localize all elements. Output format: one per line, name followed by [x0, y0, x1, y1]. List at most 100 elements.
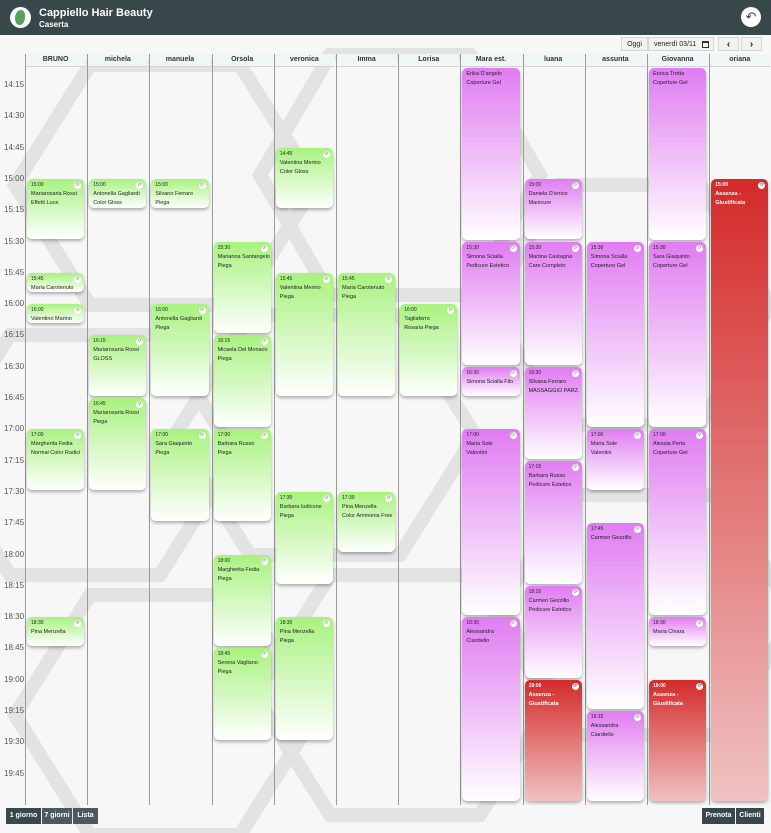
appointment-client: Maria Chiara	[653, 629, 685, 636]
column-header-7: Mara est.	[460, 54, 522, 67]
appointment-card[interactable]: 15:00 ⟳ Silvano Ferraro Piega	[151, 178, 209, 209]
appointment-client: Maria Sole	[590, 441, 618, 448]
appointment-service: Manicure	[528, 199, 552, 206]
column-divider	[336, 54, 337, 805]
status-icon: ⟳	[385, 275, 393, 283]
status-icon: ⟳	[260, 338, 268, 346]
status-icon: ⟳	[633, 432, 641, 440]
column-header-4: veronica	[273, 54, 335, 67]
appointment-time: 18:45	[217, 651, 231, 658]
prev-day-button[interactable]: ‹	[718, 37, 739, 51]
appointment-card[interactable]: 14:45 ⟳ Valentina Merino Color Gloss	[275, 147, 333, 209]
appointment-service: Coperture Gel	[653, 80, 688, 86]
clients-button[interactable]: Clienti	[736, 808, 764, 824]
appointment-card[interactable]: 16:15 ⟳ Mariarosaria Rossi GLOSS	[89, 335, 147, 396]
appointment-card[interactable]: 15:45 ⟳ Maria Carotenuto	[27, 272, 85, 292]
appointment-card[interactable]: 16:30 ⟳ Simona Scialla Filo	[462, 366, 520, 396]
time-label: 19:45	[4, 768, 25, 778]
appointment-card[interactable]: 15:30 ⟳ Marianna Santangelo Piega	[213, 241, 271, 334]
today-button[interactable]: Oggi	[621, 37, 648, 51]
appointment-time: 15:45	[342, 275, 355, 282]
appointment-client: Barbara Russo	[217, 441, 255, 448]
appointment-card[interactable]: 17:00 ⟳ Maria Sole Valentini	[586, 429, 644, 490]
appointment-card[interactable]: 16:45 ⟳ Mariarosaria Rossi Piega	[89, 398, 147, 490]
appointment-time: 18:00	[217, 557, 231, 564]
appointment-card[interactable]: 15:45 ⟳ Valentina Merino Piega	[275, 272, 333, 396]
book-button[interactable]: Prenota	[702, 808, 735, 824]
appointment-service: Piega	[217, 575, 232, 582]
appointment-time: 15:00	[93, 181, 106, 188]
date-picker[interactable]: venerdì 03/11	[648, 37, 714, 51]
column-header-2: manuela	[149, 54, 211, 67]
appointment-card[interactable]: 17:00 ⟳ Sara Giaquinto Piega	[151, 429, 209, 522]
appointment-card[interactable]: 19:15 ⟳ Alessandra Ciardiello	[586, 711, 644, 801]
column-divider	[25, 54, 26, 805]
appointment-card[interactable]: 16:00 ⟳ Antonella Gagliardi Piega	[151, 304, 209, 396]
status-icon: ⟳	[260, 432, 268, 440]
back-button[interactable]: ↶	[741, 7, 761, 27]
column-divider	[584, 54, 586, 805]
appointment-card[interactable]: 18:30 ⟳ Alessandra Ciardiello	[462, 617, 520, 801]
appointment-service: Piega	[217, 356, 232, 363]
appointment-card[interactable]: 19:00 ⟳ Assenza - Giustificata	[649, 679, 707, 801]
status-icon: ⟳	[260, 244, 268, 252]
appointment-card[interactable]: 15:30 ⟳ Sara Giaquinto Coperture Gel	[649, 241, 707, 428]
appointment-card[interactable]: 17:45 ⟳ Carmen Gezzillo	[586, 523, 644, 709]
appointment-card[interactable]: 18:30 ⟳ Pina Menzella	[27, 617, 85, 647]
appointment-card[interactable]: 17:00 ⟳ Margherita Fedia Normal Color Radic…	[27, 429, 85, 490]
view-list-button[interactable]: Lista	[73, 808, 98, 824]
appointment-card[interactable]: Enrica Trotta Coperture Gel	[649, 68, 707, 240]
appointment-card[interactable]: 15:30 ⟳ Simona Scialla Pedicure Estetico	[462, 241, 520, 365]
appointment-card[interactable]: 18:30 ⟳ Maria Chiara	[649, 617, 707, 647]
time-label: 18:45	[4, 643, 25, 653]
appointment-card[interactable]: 15:30 ⟳ Simona Scialla Coperture Gel	[586, 241, 644, 428]
appointment-client: Pina Menzella	[31, 629, 66, 636]
appointment-time: 18:30	[466, 620, 479, 627]
view-1-day-button[interactable]: 1 giorno	[6, 808, 41, 824]
appointment-time: 17:00	[31, 432, 44, 439]
appointment-card[interactable]: 15:00 ⟳ Assenza - Giustificata	[711, 178, 769, 801]
appointment-client: Mariarosaria Rossi	[93, 347, 140, 354]
appointment-card[interactable]: 17:00 ⟳ Maria Sole Valentini	[462, 429, 520, 616]
appointment-card[interactable]: 19:00 ⟳ Assenza - Giustificata	[524, 679, 582, 801]
appointment-card[interactable]: 15:00 ⟳ Daniela D'errico Manicure	[524, 178, 582, 240]
time-label: 18:15	[4, 580, 25, 590]
time-label: 14:15	[4, 80, 25, 89]
appointment-client: Enrica Trotta	[653, 71, 685, 77]
appointment-card[interactable]: 16:00 ⟳ Valentino Marino	[27, 304, 85, 323]
appointment-card[interactable]: 18:00 ⟳ Margherita Fedia Piega	[213, 554, 271, 647]
appointment-card[interactable]: 17:30 ⟳ Barbara Iudicone Piega	[275, 491, 333, 584]
appointment-service: Giustificata	[653, 700, 683, 707]
appointment-time: 15:30	[590, 244, 604, 251]
appointment-time: 17:00	[217, 432, 231, 439]
appointment-service: Piega	[93, 419, 108, 425]
appointment-card[interactable]: 17:15 ⟳ Barbara Russo Pedicure Estetico	[524, 460, 582, 584]
next-day-button[interactable]: ›	[741, 37, 762, 51]
appointment-card[interactable]: Erika D'angelo Coperture Gel	[462, 68, 520, 240]
status-icon: ⟳	[74, 307, 82, 315]
appointment-card[interactable]: 15:45 ⟳ Maria Carotenuto Piega	[338, 272, 396, 396]
appointment-card[interactable]: 18:45 ⟳ Serena Vagliano Piega	[213, 648, 271, 741]
status-icon: ⟳	[136, 338, 144, 346]
appointment-time: 15:00	[31, 181, 44, 188]
appointment-card[interactable]: 17:00 ⟳ Alessia Peria Coperture Gel	[649, 429, 707, 616]
appointment-card[interactable]: 15:30 ⟳ Martina Castagna Care Completo	[524, 241, 582, 365]
time-label: 16:00	[4, 299, 25, 309]
appointment-card[interactable]: 18:30 ⟳ Pina Menzella Piega	[275, 617, 333, 741]
view-7-days-button[interactable]: 7 giorni	[42, 808, 72, 824]
status-icon: ⟳	[696, 620, 704, 628]
appointment-time: 15:00	[715, 181, 728, 188]
appointment-service: Piega	[279, 293, 294, 300]
appointment-card[interactable]: 18:15 ⟳ Carmen Gezzillo Pedicure Estetico	[524, 585, 582, 678]
appointment-card[interactable]: 16:30 ⟳ Silvana Ferraro MASSAGGIO PARZ.	[524, 366, 582, 459]
appointment-card[interactable]: 16:00 ⟳ Tagliaferro Rosaria Piega	[400, 304, 458, 396]
appointment-time: 15:45	[31, 275, 44, 282]
appointment-card[interactable]: 15:00 ⟳ Antonella Gagliardi Color Gloss	[89, 178, 147, 209]
appointment-card[interactable]: 16:15 ⟳ Micaela Del Monaco Piega	[213, 335, 271, 428]
appointment-service: Rosaria Piega	[404, 325, 439, 332]
appointment-card[interactable]: 15:00 ⟳ Mariarosaria Rossi Effetti Luce	[27, 178, 85, 240]
appointment-time: 16:00	[404, 307, 417, 314]
appointment-card[interactable]: 17:00 ⟳ Barbara Russo Piega	[213, 429, 271, 522]
time-label: 15:00	[4, 173, 25, 183]
appointment-card[interactable]: 17:30 ⟳ Pina Menzella Color Ammonia Free	[338, 491, 396, 553]
